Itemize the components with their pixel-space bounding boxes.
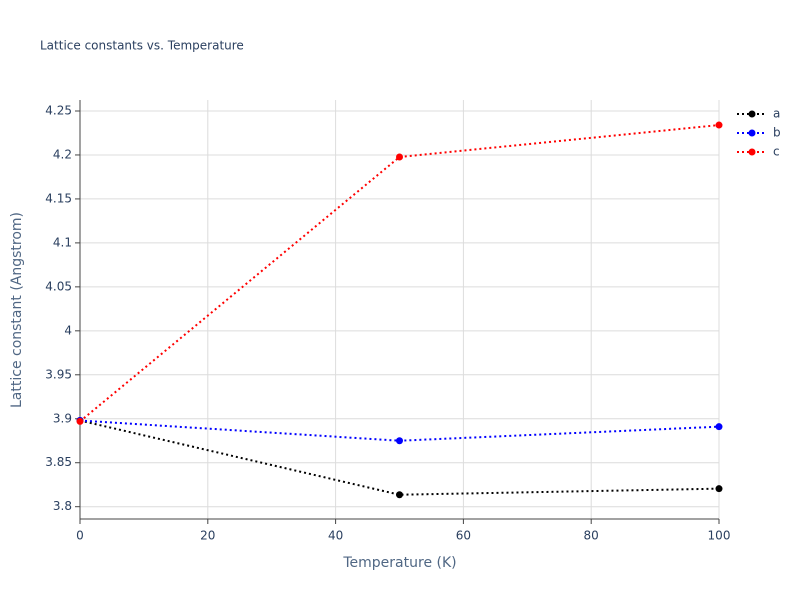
data-point <box>396 491 403 499</box>
y-tick-label: 3.95 <box>45 367 72 381</box>
x-tick-label: 40 <box>328 529 343 543</box>
y-tick-label: 4.05 <box>45 279 72 293</box>
data-point <box>715 485 723 493</box>
legend-marker <box>748 110 756 118</box>
y-tick-label: 4 <box>64 323 72 337</box>
chart-title: Lattice constants vs. Temperature <box>40 39 244 53</box>
x-axis-title: Temperature (K) <box>342 555 456 571</box>
data-point <box>396 437 403 445</box>
legend-label: a <box>773 107 780 121</box>
legend-label: b <box>773 126 781 140</box>
x-tick-label: 0 <box>76 529 84 543</box>
x-tick-label: 100 <box>708 529 731 543</box>
x-tick-label: 60 <box>456 529 471 543</box>
legend-marker <box>748 129 756 137</box>
y-tick-label: 4.2 <box>53 147 72 161</box>
legend-marker <box>748 148 756 156</box>
data-point <box>396 153 403 161</box>
data-point <box>715 423 723 431</box>
y-tick-label: 4.1 <box>53 235 72 249</box>
y-tick-label: 3.9 <box>53 411 72 425</box>
series-line <box>79 124 720 423</box>
y-axis-title: Lattice constant (Angstrom) <box>9 212 25 408</box>
x-tick-label: 20 <box>200 529 215 543</box>
data-point <box>715 121 723 129</box>
legend-label: c <box>773 145 780 159</box>
y-tick-label: 3.8 <box>53 499 72 513</box>
y-tick-label: 3.85 <box>45 455 72 469</box>
data-point <box>76 417 84 425</box>
y-tick-label: 4.15 <box>45 191 72 205</box>
series-line <box>79 419 720 496</box>
y-tick-label: 4.25 <box>45 103 72 117</box>
x-tick-label: 80 <box>584 529 599 543</box>
